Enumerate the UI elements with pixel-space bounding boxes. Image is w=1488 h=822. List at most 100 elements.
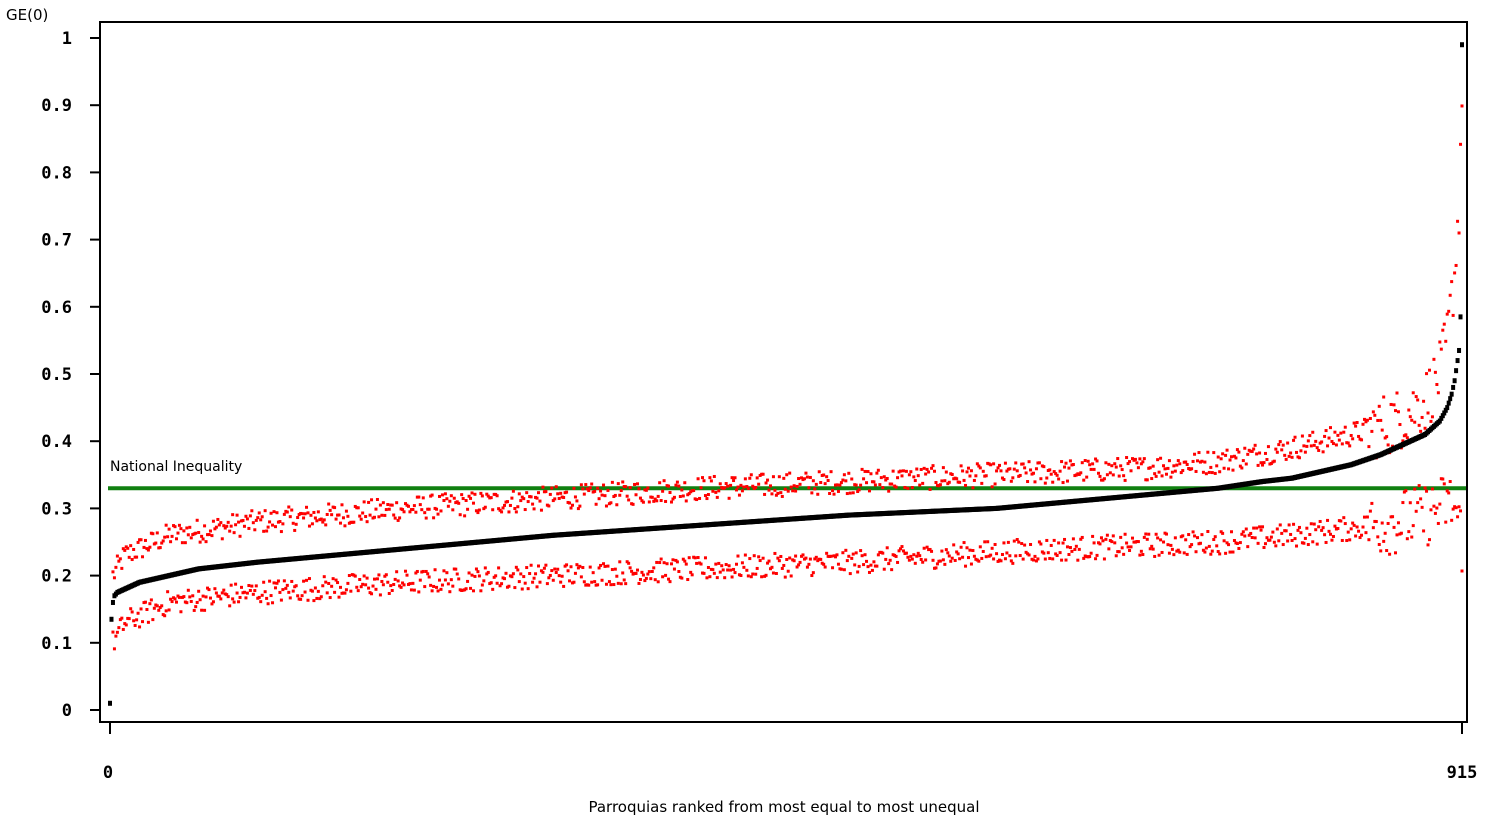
lower-bound-point [337, 595, 341, 599]
estimate-point [1442, 410, 1447, 416]
lower-bound-point [1113, 541, 1117, 545]
lower-bound-point [1243, 534, 1247, 538]
upper-bound-point [972, 478, 976, 482]
upper-bound-point [785, 473, 789, 477]
upper-bound-point [471, 501, 475, 505]
upper-bound-point [522, 497, 526, 501]
upper-bound-point [244, 514, 248, 518]
lower-bound-point [766, 561, 770, 565]
lower-bound-point [1095, 553, 1099, 557]
lower-bound-point [1358, 536, 1362, 540]
lower-bound-point [1049, 543, 1053, 547]
upper-bound-point [489, 496, 493, 500]
lower-bound-point [1441, 477, 1445, 481]
upper-bound-point [141, 555, 145, 559]
lower-bound-point [949, 559, 953, 563]
lower-bound-point [1012, 539, 1016, 543]
lower-bound-point [699, 562, 703, 566]
upper-bound-point [1404, 433, 1408, 437]
upper-bound-point [1128, 460, 1132, 464]
upper-bound-point [1401, 439, 1405, 443]
upper-bound-point [262, 529, 266, 533]
upper-bound-point [234, 523, 238, 527]
upper-bound-point [1142, 457, 1146, 461]
upper-bound-point [380, 513, 384, 517]
lower-bound-point [835, 553, 839, 557]
lower-bound-point [483, 566, 487, 570]
lower-bound-point [1435, 506, 1439, 510]
lower-bound-point [1272, 540, 1276, 544]
upper-bound-point [272, 510, 276, 514]
lower-bound-point [121, 627, 125, 631]
lower-bound-point [1336, 526, 1340, 530]
upper-bound-point [1425, 372, 1429, 376]
lower-bound-point [1098, 542, 1102, 546]
lower-bound-point [375, 577, 379, 581]
lower-bound-point [667, 577, 671, 581]
upper-bound-point [826, 479, 830, 483]
upper-bound-point [934, 480, 938, 484]
lower-bound-point [1229, 530, 1233, 534]
lower-bound-point [1150, 544, 1154, 548]
upper-bound-point [687, 492, 691, 496]
upper-bound-point [1130, 457, 1134, 461]
upper-bound-point [638, 496, 642, 500]
lower-bound-point [1055, 553, 1059, 557]
lower-bound-point [500, 582, 504, 586]
lower-bound-point [365, 576, 369, 580]
upper-bound-point [727, 496, 731, 500]
upper-bound-point [526, 500, 530, 504]
national-inequality-label: National Inequality [110, 459, 242, 475]
lower-bound-point [624, 582, 628, 586]
lower-bound-point [356, 589, 360, 593]
lower-bound-point [1210, 549, 1214, 553]
upper-bound-point [513, 507, 517, 511]
upper-bound-point [182, 529, 186, 533]
upper-bound-point [1052, 470, 1056, 474]
upper-bound-point [229, 524, 233, 528]
lower-bound-point [1129, 545, 1133, 549]
upper-bound-point [867, 489, 871, 493]
lower-bound-point [149, 598, 153, 602]
upper-bound-point [1433, 370, 1437, 374]
upper-bound-point [151, 532, 155, 536]
upper-bound-point [980, 481, 984, 485]
upper-bound-point [585, 487, 589, 491]
upper-bound-point [414, 510, 418, 514]
upper-bound-point [257, 511, 261, 515]
lower-bound-point [797, 563, 801, 567]
lower-bound-point [443, 578, 447, 582]
upper-bound-point [1327, 436, 1331, 440]
lower-bound-point [801, 553, 805, 557]
estimate-point [1443, 407, 1448, 413]
lower-bound-point [887, 562, 891, 566]
lower-bound-point [471, 589, 475, 593]
upper-bound-point [330, 513, 334, 517]
lower-bound-point [417, 590, 421, 594]
upper-bound-point [848, 491, 852, 495]
lower-bound-point [1198, 541, 1202, 545]
estimate-point [1439, 415, 1444, 421]
lower-bound-point [912, 553, 916, 557]
lower-bound-point [315, 596, 319, 600]
lower-bound-point [680, 576, 684, 580]
lower-bound-point [1383, 531, 1387, 535]
lower-bound-point [943, 562, 947, 566]
lower-bound-point [859, 549, 863, 553]
upper-bound-point [1283, 453, 1287, 457]
upper-bound-point [440, 493, 444, 497]
upper-bound-point [698, 496, 702, 500]
lower-bound-point [1355, 525, 1359, 529]
lower-bound-point [392, 582, 396, 586]
lower-bound-point [539, 569, 543, 573]
lower-bound-point [207, 588, 211, 592]
lower-bound-point [777, 559, 781, 563]
upper-bound-point [1237, 450, 1241, 454]
upper-bound-point [932, 469, 936, 473]
lower-bound-point [758, 559, 762, 563]
upper-bound-point [1222, 466, 1226, 470]
lower-bound-point [386, 580, 390, 584]
lower-bound-point [479, 589, 483, 593]
lower-bound-point [157, 608, 161, 612]
upper-bound-point [817, 470, 821, 474]
